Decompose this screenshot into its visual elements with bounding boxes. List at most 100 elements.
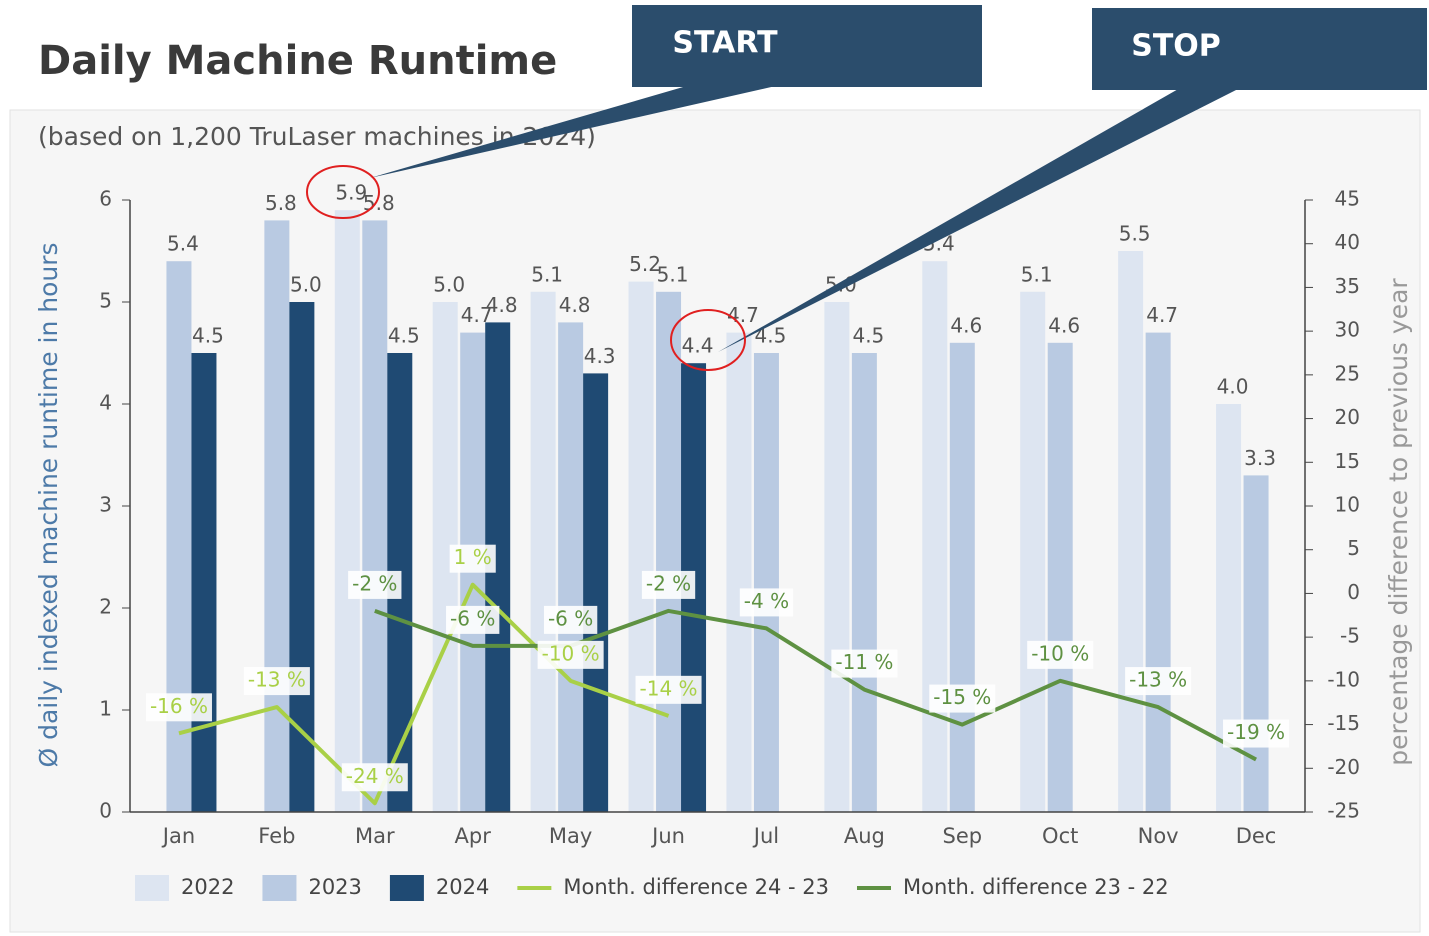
line [178, 582, 670, 806]
y2-tick-label: 20 [1335, 405, 1360, 429]
line-value-label-group: -2 % [348, 570, 402, 599]
bar-value-label: 5.8 [265, 191, 297, 215]
bar [656, 291, 682, 812]
line-value-label-group: -11 % [831, 649, 898, 678]
subtitle: (based on 1,200 TruLaser machines in 202… [38, 122, 596, 151]
x-tick-label: Oct [1042, 824, 1078, 848]
legend-label: 2022 [181, 875, 234, 899]
bar-value-label: 4.3 [584, 344, 616, 368]
line-value-label: -19 % [1227, 720, 1285, 744]
bar-value-label: 5.4 [167, 232, 199, 256]
bar-value-label: 4.4 [682, 334, 714, 358]
bar [1047, 342, 1073, 812]
line-value-label: -16 % [150, 694, 208, 718]
bar [362, 220, 388, 812]
bar [753, 353, 779, 812]
label-background [145, 693, 212, 722]
y2-tick-label: -15 [1327, 711, 1360, 735]
x-tick-label: May [549, 824, 592, 848]
y2-tick-label: 45 [1335, 187, 1360, 211]
x-tick-label: Apr [455, 824, 492, 848]
line-value-label-group: -14 % [635, 675, 702, 704]
bar-value-label: 5.0 [433, 273, 465, 297]
bar [851, 353, 877, 812]
bar-value-label: 5.1 [531, 262, 563, 286]
line-value-label: -6 % [450, 606, 495, 630]
y2-tick-label: 5 [1347, 536, 1360, 560]
bar-value-label: 4.7 [1146, 303, 1178, 327]
y2-tick-label: 0 [1347, 580, 1360, 604]
line-value-label: -15 % [933, 685, 991, 709]
line [374, 608, 1257, 762]
label-background [929, 684, 996, 713]
label-background [446, 605, 500, 634]
bar-value-label: 4.6 [950, 313, 982, 337]
line-value-label: -10 % [1031, 641, 1089, 665]
bar-value-label: 3.3 [1244, 446, 1276, 470]
line-value-label-group: -24 % [341, 763, 408, 792]
label-background [641, 570, 696, 599]
line-value-label: -13 % [1129, 668, 1187, 692]
line-value-label-group: -15 % [929, 684, 996, 713]
bar [289, 302, 315, 812]
line-value-label: -2 % [352, 571, 397, 595]
callouts: START STOP [306, 5, 1427, 371]
line-value-label-group: -19 % [1223, 719, 1290, 748]
x-tick-label: Sep [942, 824, 982, 848]
bar [264, 220, 290, 812]
panel [9, 109, 1421, 933]
label-background [1223, 719, 1290, 748]
line-value-label-group: -10 % [537, 640, 604, 669]
stop-box [1092, 8, 1427, 90]
y2-tick-label: 25 [1335, 361, 1360, 385]
y-tick-label: 4 [99, 391, 112, 415]
y2-tick-label: 10 [1335, 493, 1360, 517]
line-value-label-group: -13 % [243, 667, 310, 696]
line-value-label-group: -16 % [145, 693, 212, 722]
bar-value-label: 5.1 [1021, 262, 1053, 286]
legend-swatch [135, 875, 169, 901]
bar-value-label: 4.5 [192, 324, 224, 348]
label-background [831, 649, 898, 678]
bar-value-label: 5.9 [335, 181, 367, 205]
line-value-label: -4 % [744, 589, 789, 613]
label-background [1125, 667, 1192, 696]
label-background [543, 605, 598, 634]
legend-label: Month. difference 24 - 23 [563, 875, 829, 899]
bar-value-label: 4.7 [727, 303, 759, 327]
line-value-label-group: -6 % [543, 605, 598, 634]
legend-label: Month. difference 23 - 22 [903, 875, 1169, 899]
bar [824, 302, 850, 812]
plot-area: 0123456-25-20-15-10-5051015202530354045J… [99, 181, 1360, 848]
x-tick-label: Nov [1138, 824, 1179, 848]
line-value-label: -2 % [646, 571, 691, 595]
y2-axis-label: percentage difference to previous year [1384, 278, 1413, 766]
start-label: START [672, 26, 778, 61]
line-value-label: -13 % [248, 668, 306, 692]
bar [583, 373, 609, 812]
line-value-label: -14 % [640, 676, 698, 700]
bar [1118, 251, 1144, 812]
bar-value-label: 5.5 [1119, 222, 1151, 246]
bar-value-label: 5.1 [657, 262, 689, 286]
y2-tick-label: 30 [1335, 318, 1360, 342]
x-tick-label: Dec [1236, 824, 1277, 848]
legend-label: 2024 [436, 875, 489, 899]
bar-value-label: 4.5 [755, 324, 787, 348]
label-background [739, 588, 794, 617]
x-tick-label: Aug [844, 824, 885, 848]
line-value-label-group: -4 % [739, 588, 794, 617]
legend-swatch [389, 875, 424, 901]
line-value-label-group: -13 % [1125, 667, 1192, 696]
line-value-label-group: 1 % [449, 544, 496, 573]
y2-tick-label: 15 [1335, 449, 1360, 473]
line-value-label-group: -6 % [446, 605, 500, 634]
bar [949, 342, 975, 812]
bar [334, 210, 360, 812]
y-tick-label: 3 [99, 493, 112, 517]
bar [1020, 291, 1046, 812]
stop-pointer [718, 88, 1240, 352]
y-tick-label: 0 [99, 799, 112, 823]
bar [530, 291, 556, 812]
